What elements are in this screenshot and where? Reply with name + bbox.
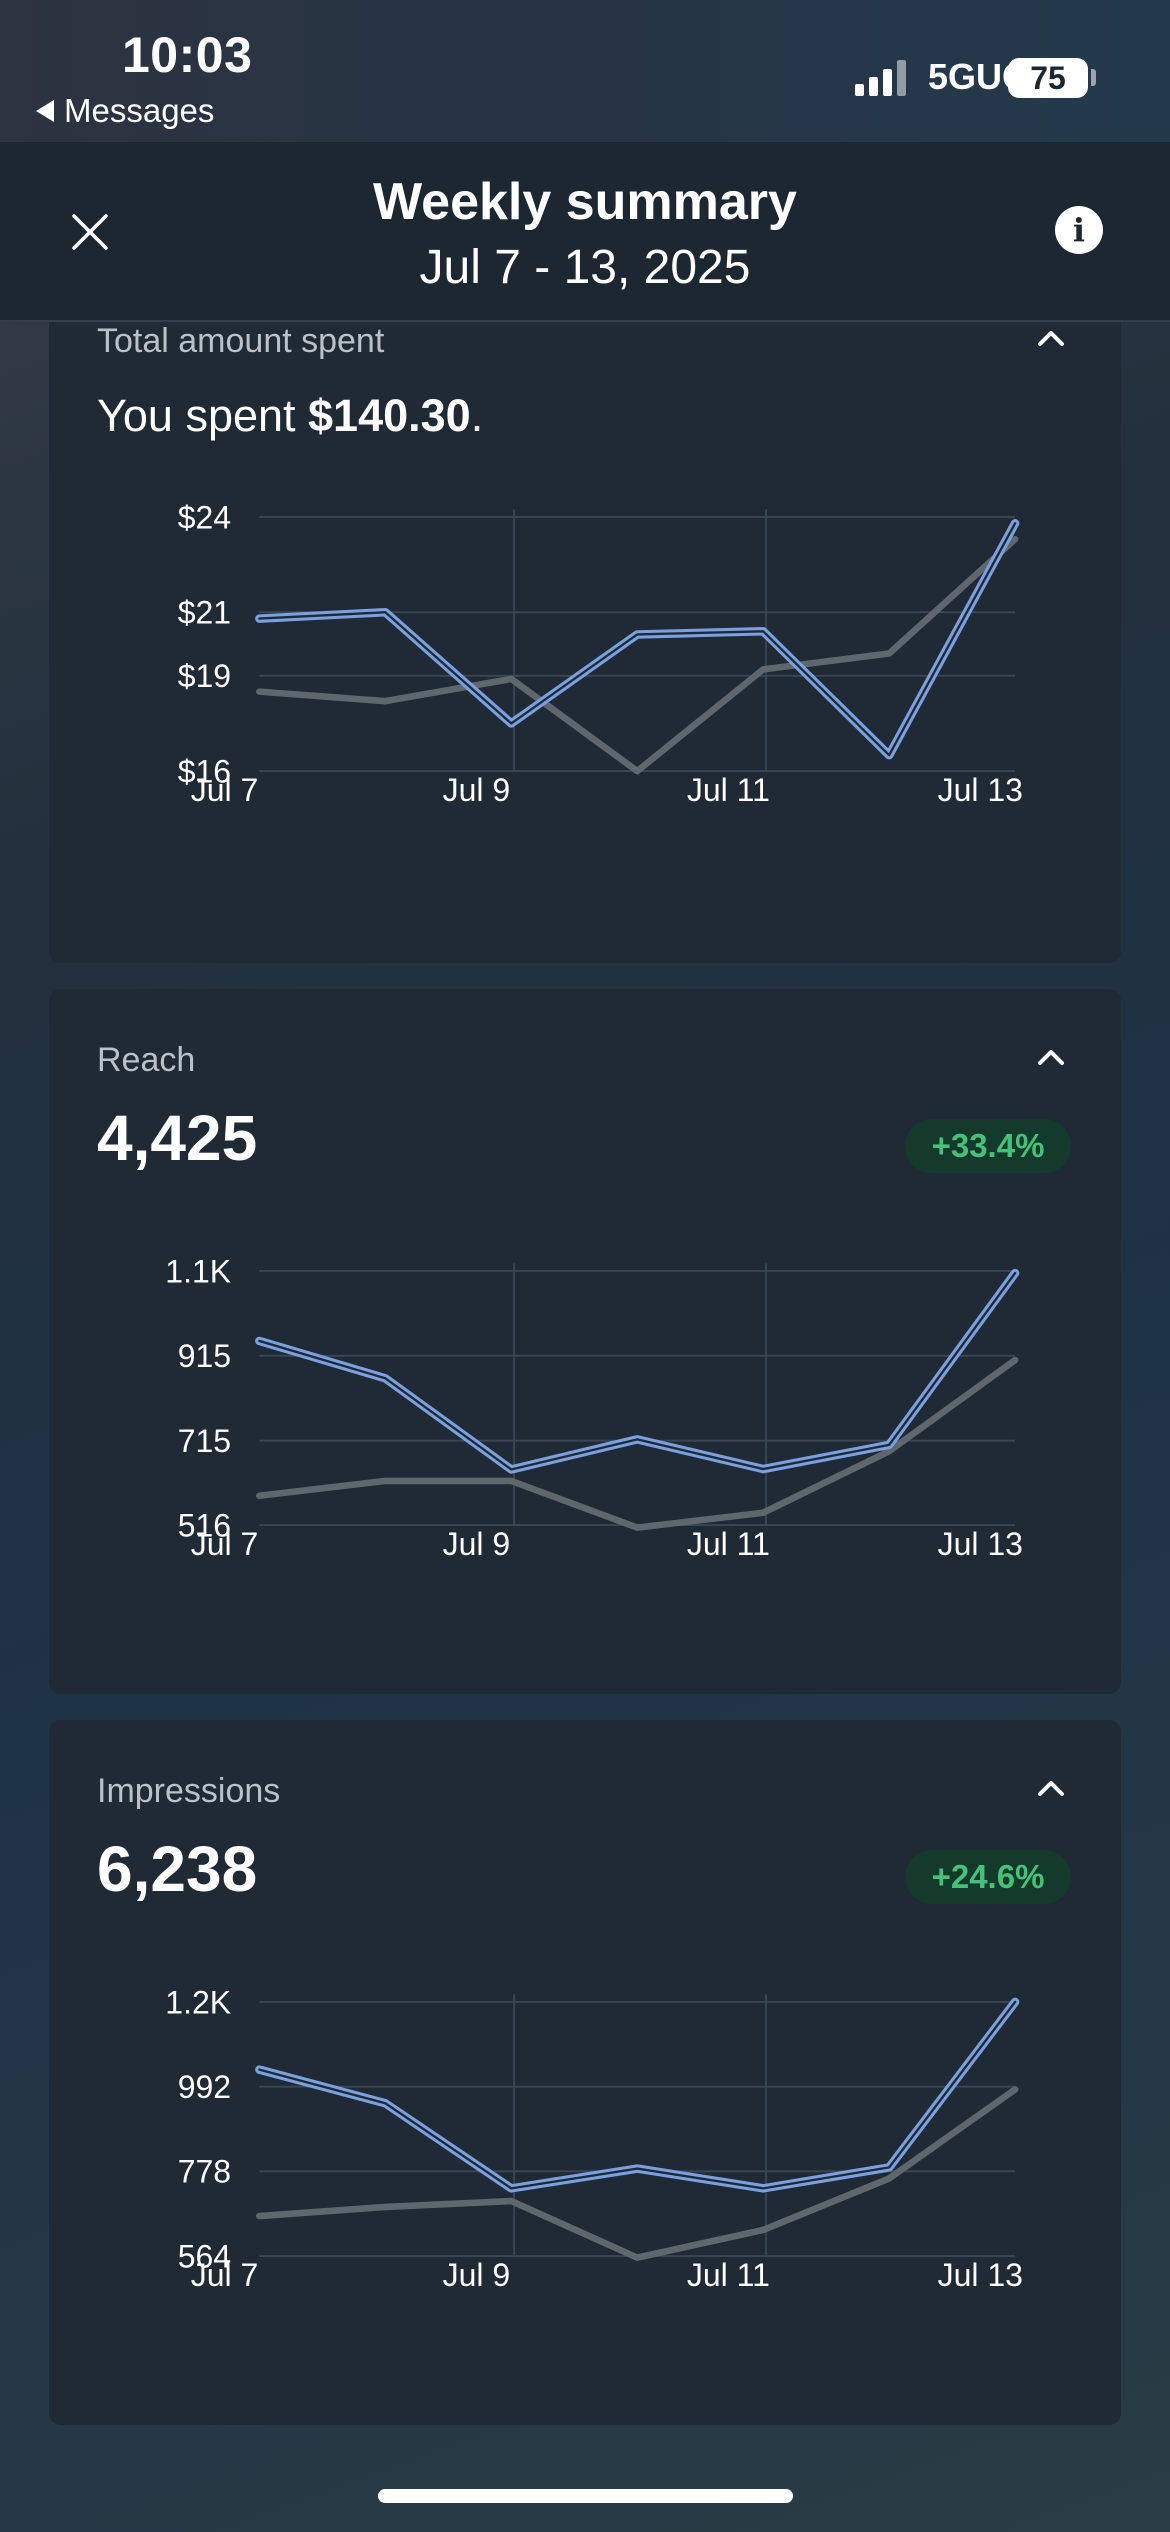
x-tick-label: Jul 9 xyxy=(443,772,511,808)
battery-level: 75 xyxy=(1030,59,1066,96)
x-tick-label: Jul 11 xyxy=(687,1526,770,1562)
y-tick-label: $16 xyxy=(178,753,231,789)
x-tick-label: Jul 11 xyxy=(687,2257,770,2293)
y-tick-label: 915 xyxy=(178,1338,231,1374)
card-label: Reach xyxy=(97,1041,196,1079)
x-tick-label: Jul 13 xyxy=(938,772,1023,808)
series-line-current-inner xyxy=(258,522,1017,757)
home-indicator[interactable] xyxy=(378,2489,793,2503)
back-to-app-button[interactable]: Messages xyxy=(36,92,214,130)
series-line-current xyxy=(255,1997,1020,2193)
series-line-current-inner xyxy=(258,2000,1017,2190)
x-tick-label: Jul 11 xyxy=(687,772,770,808)
status-time: 10:03 xyxy=(122,27,253,83)
chevron-up-icon[interactable] xyxy=(1034,322,1068,356)
spent-suffix: . xyxy=(470,390,484,441)
back-triangle-icon xyxy=(36,100,54,122)
y-tick-label: $21 xyxy=(178,595,231,631)
y-tick-label: 564 xyxy=(178,2238,231,2274)
cellular-signal-icon xyxy=(855,58,906,96)
card-amount-spent: Total amount spent You spent $140.30. $2… xyxy=(49,322,1121,963)
chevron-up-icon[interactable] xyxy=(1034,1772,1068,1806)
impressions-delta-badge: +24.6% xyxy=(905,1850,1071,1904)
x-tick-label: Jul 9 xyxy=(443,1526,511,1562)
y-tick-label: 1.2K xyxy=(165,1984,231,2020)
reach-value: 4,425 xyxy=(97,1102,258,1174)
x-tick-label: Jul 7 xyxy=(191,2257,259,2293)
impressions-value: 6,238 xyxy=(97,1833,258,1905)
close-button[interactable] xyxy=(58,200,122,264)
battery-tip xyxy=(1091,69,1096,86)
y-tick-label: 778 xyxy=(178,2154,231,2190)
series-line-current-inner xyxy=(258,1271,1017,1471)
y-tick-label: 992 xyxy=(178,2069,231,2105)
card-label: Impressions xyxy=(97,1772,281,1810)
spent-summary: You spent $140.30. xyxy=(97,390,483,442)
date-range: Jul 7 - 13, 2025 xyxy=(419,241,751,294)
x-tick-label: Jul 13 xyxy=(938,1526,1023,1562)
y-tick-label: 715 xyxy=(178,1423,231,1459)
series-line-previous xyxy=(256,1356,1019,1531)
status-bar: 10:03 Messages 5GUC 75 xyxy=(0,0,1170,142)
chevron-up-icon[interactable] xyxy=(1034,1041,1068,1075)
y-tick-label: 1.1K xyxy=(165,1253,231,1289)
x-tick-label: Jul 13 xyxy=(938,2257,1023,2293)
reach-delta-badge: +33.4% xyxy=(905,1119,1071,1173)
spent-amount: $140.30 xyxy=(308,390,471,441)
nav-header: Weekly summary Jul 7 - 13, 2025 i xyxy=(0,142,1170,322)
series-line-previous xyxy=(256,2086,1019,2261)
y-tick-label: $24 xyxy=(178,499,231,535)
spent-prefix: You spent xyxy=(97,390,309,441)
back-app-label: Messages xyxy=(64,92,215,129)
page-title: Weekly summary xyxy=(373,173,797,231)
card-impressions: Impressions 6,238 +24.6% 1.2K 992 778 564 Ju… xyxy=(49,1720,1121,2425)
y-tick-label: $19 xyxy=(178,658,231,694)
x-tick-label: Jul 9 xyxy=(443,2257,511,2293)
info-icon[interactable]: i xyxy=(1055,206,1103,254)
x-tick-label: Jul 7 xyxy=(191,772,259,808)
series-line-previous xyxy=(256,535,1019,775)
card-label: Total amount spent xyxy=(97,322,385,360)
x-tick-label: Jul 7 xyxy=(191,1526,259,1562)
battery-icon: 75 xyxy=(1008,58,1088,98)
y-tick-label: 516 xyxy=(178,1507,231,1543)
card-reach: Reach 4,425 +33.4% 1.1K 915 715 516 Jul 7 Jul… xyxy=(49,989,1121,1694)
close-icon xyxy=(72,214,108,250)
